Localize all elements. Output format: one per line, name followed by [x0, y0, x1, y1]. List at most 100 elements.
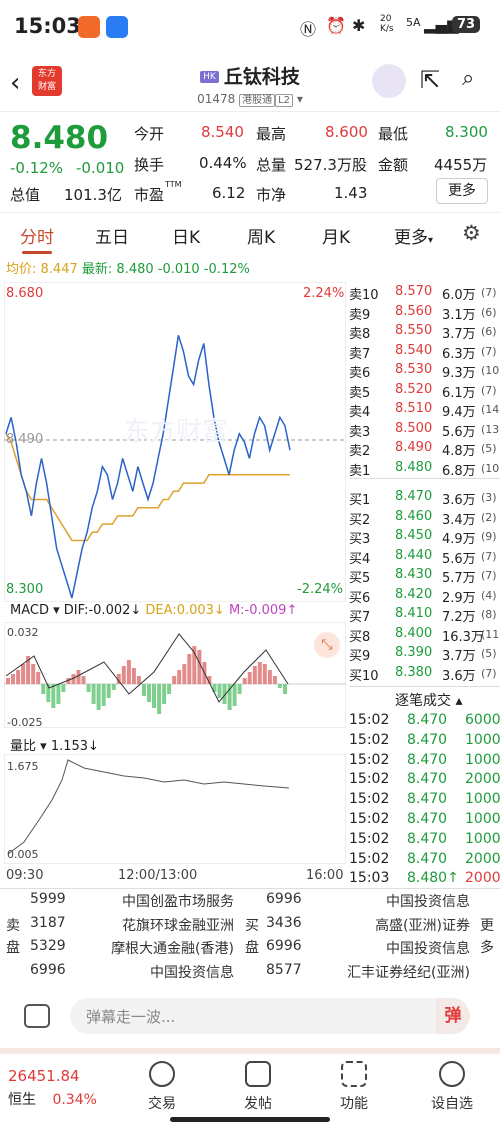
- macd-bar: [252, 666, 257, 684]
- sell-level-row[interactable]: 卖9 8.560 3.1万 (6): [349, 302, 499, 323]
- level-price: 8.400: [395, 625, 433, 641]
- buy-level-row[interactable]: 买3 8.450 4.9万 (9): [349, 526, 499, 547]
- change-amount: -0.010: [76, 159, 125, 177]
- change-percent: -0.12%: [10, 159, 64, 177]
- buy-level-row[interactable]: 买1 8.470 3.6万 (3): [349, 487, 499, 508]
- trades-header[interactable]: 逐笔成交 ▴: [395, 690, 462, 710]
- macd-bar: [162, 684, 167, 704]
- macd-bar: [101, 684, 106, 706]
- sell-level-row[interactable]: 卖5 8.520 6.1万 (7): [349, 380, 499, 401]
- chevron-up-icon: ▴: [455, 693, 463, 709]
- macd-bar: [212, 684, 217, 692]
- buy-level-row[interactable]: 买5 8.430 5.7万 (7): [349, 565, 499, 586]
- volratio-top-label: 1.675: [7, 760, 39, 773]
- buy-level-row[interactable]: 买8 8.400 16.3万(11): [349, 624, 500, 645]
- broker-buy-id: 6996: [266, 891, 302, 907]
- open-label: 今开: [134, 125, 165, 143]
- assistant-avatar-icon[interactable]: [372, 64, 406, 98]
- sell-level-row[interactable]: 卖3 8.500 5.6万 (13): [349, 419, 500, 440]
- tab-more[interactable]: 更多▾: [394, 223, 433, 248]
- sell-level-row[interactable]: 卖2 8.490 4.8万 (5): [349, 438, 499, 459]
- pb-value: 1.43: [334, 184, 368, 202]
- nav-post[interactable]: 发帖: [218, 1061, 298, 1113]
- macd-bar: [172, 676, 177, 684]
- sell-level-row[interactable]: 卖7 8.540 6.3万 (7): [349, 341, 499, 362]
- nav-watchlist[interactable]: 设自选: [412, 1061, 492, 1113]
- danmu-button[interactable]: 弹: [436, 998, 470, 1034]
- turnover-value: 0.44%: [199, 154, 247, 172]
- sell-level-row[interactable]: 卖1 8.480 6.8万 (10): [349, 458, 500, 479]
- macd-bar: [16, 670, 21, 684]
- trade-price: 8.470: [407, 712, 448, 728]
- level-price: 8.500: [395, 420, 433, 436]
- level-count: (6): [481, 305, 497, 319]
- tab-monthly-k[interactable]: 月K: [322, 228, 351, 248]
- tab-daily-k[interactable]: 日K: [172, 228, 201, 248]
- macd-bar: [207, 676, 212, 684]
- macd-bar: [81, 676, 86, 684]
- high-value: 8.600: [325, 123, 368, 141]
- trade-time: 15:02: [349, 830, 390, 847]
- buy-level-row[interactable]: 买10 8.380 3.6万 (7): [349, 663, 499, 684]
- macd-bar: [61, 684, 66, 692]
- macd-bar: [283, 684, 287, 694]
- share-icon[interactable]: ⇱: [420, 66, 441, 94]
- app-logo[interactable]: 东方 财富: [32, 66, 62, 96]
- volratio-header[interactable]: 量比 ▾ 1.153↓: [10, 735, 99, 754]
- tab-weekly-k[interactable]: 周K: [247, 228, 276, 248]
- volratio-title: 量比: [10, 739, 37, 754]
- volratio-value: 1.153↓: [50, 739, 99, 754]
- buy-level-row[interactable]: 买6 8.420 2.9万 (4): [349, 585, 499, 606]
- macd-bar: [91, 684, 96, 704]
- level-count: (7): [481, 549, 497, 563]
- sell-level-row[interactable]: 卖8 8.550 3.7万 (6): [349, 321, 499, 342]
- buy-side-label: 买 盘: [245, 918, 259, 956]
- gear-icon[interactable]: ⚙: [462, 221, 481, 245]
- sell-level-row[interactable]: 卖6 8.530 9.3万 (10): [349, 360, 500, 381]
- level-label: 买3: [349, 532, 371, 547]
- buy-level-row[interactable]: 买7 8.410 7.2万 (8): [349, 604, 499, 625]
- sell-level-row[interactable]: 卖4 8.510 9.4万 (14): [349, 399, 500, 420]
- trade-time: 15:02: [349, 811, 390, 827]
- volratio-bottom-label: 0.005: [7, 848, 39, 861]
- sell-level-row[interactable]: 卖10 8.570 6.0万 (7): [349, 282, 499, 303]
- avg-price-line: 均价: 8.447 最新: 8.480 -0.010 -0.12%: [6, 258, 250, 277]
- search-icon[interactable]: ⌕: [462, 66, 475, 91]
- quote-more-button[interactable]: 更多: [436, 178, 488, 204]
- buy-level-row[interactable]: 买9 8.390 3.7万 (5): [349, 643, 499, 664]
- level-volume: 4.9万: [442, 532, 476, 547]
- trade-volume: 2000: [465, 850, 500, 867]
- intraday-chart[interactable]: 东方财富: [4, 282, 346, 602]
- trade-row: 15:03 8.480↑ 2000: [349, 869, 500, 889]
- broker-sell-name: 花旗环球金融亚洲: [122, 917, 234, 934]
- macd-bar: [262, 664, 267, 684]
- nav-functions[interactable]: 功能: [314, 1061, 394, 1113]
- y-bottom-label: 8.300: [6, 582, 44, 597]
- buy-level-row[interactable]: 买4 8.440 5.6万 (7): [349, 546, 499, 567]
- tab-intraday[interactable]: 分时: [20, 228, 54, 248]
- buy-level-row[interactable]: 买2 8.460 3.4万 (2): [349, 507, 499, 528]
- level-count: (5): [481, 442, 497, 455]
- macd-header[interactable]: MACD ▾ DIF:-0.002↓ DEA:0.003↓ M:-0.009↑: [10, 603, 297, 618]
- level-volume: 7.2万: [442, 610, 476, 625]
- level-count: (5): [481, 647, 497, 660]
- level-count: (2): [481, 510, 497, 524]
- back-icon[interactable]: ‹: [10, 68, 21, 98]
- macd-bar: [36, 672, 41, 684]
- macd-bar: [267, 670, 272, 684]
- comment-input[interactable]: 弹幕走一波...: [70, 998, 436, 1034]
- expand-icon[interactable]: ⤡: [314, 632, 340, 658]
- macd-bar: [51, 684, 56, 708]
- chevron-down-icon[interactable]: ▾: [296, 92, 303, 106]
- macd-bar: [197, 650, 202, 684]
- level-count: (10): [481, 364, 500, 377]
- index-ticker[interactable]: 26451.84 恒生 0.34%: [8, 1067, 97, 1109]
- tab-five-day[interactable]: 五日: [95, 228, 129, 248]
- nav-trade[interactable]: 交易: [122, 1061, 202, 1113]
- danmu-toggle-icon[interactable]: [24, 1004, 50, 1028]
- trade-volume: 6000: [465, 712, 500, 728]
- level-price: 8.470: [395, 489, 433, 504]
- level-count: (9): [481, 530, 497, 543]
- pe-sup: TTM: [165, 180, 182, 189]
- brokers-more-button[interactable]: 更 多: [480, 918, 494, 956]
